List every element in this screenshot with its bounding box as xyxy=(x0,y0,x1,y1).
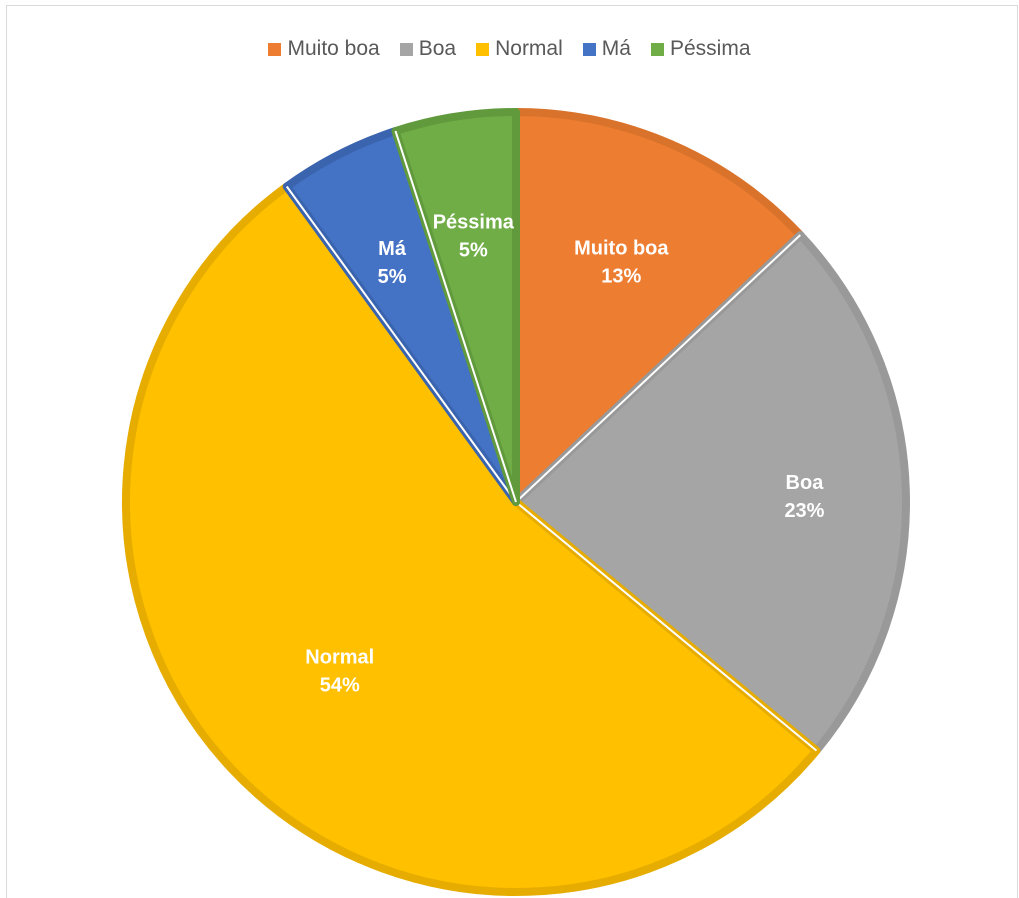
data-label-category-normal: Normal xyxy=(305,647,374,669)
data-label-value-ma: 5% xyxy=(378,266,407,288)
legend-item-boa: Boa xyxy=(399,37,457,61)
legend-swatch-muito-boa xyxy=(268,42,282,56)
legend-item-pessima: Péssima xyxy=(650,37,751,61)
pie-slice-boa[interactable] xyxy=(512,231,910,755)
pie-slice-muito-boa[interactable] xyxy=(512,108,805,506)
pie-slices xyxy=(122,108,910,896)
pie-data-labels: Muito boa 13% Boa 23% Normal 54% Má 5% Péssima 5% xyxy=(305,211,824,696)
slice-separator-normal xyxy=(515,501,818,752)
legend-label-boa: Boa xyxy=(418,37,457,60)
legend-item-muito-boa: Muito boa xyxy=(268,37,380,61)
data-label-value-pessima: 5% xyxy=(459,239,488,261)
data-label-category-muito-boa: Muito boa xyxy=(574,238,669,260)
legend-swatch-normal xyxy=(476,42,490,56)
chart-border xyxy=(6,5,1018,898)
pie-slice-pessima[interactable] xyxy=(391,108,520,506)
legend: Muito boa Boa Normal Má Péssima xyxy=(0,34,1019,64)
data-label-category-pessima: Péssima xyxy=(433,211,515,233)
data-label-value-muito-boa: 13% xyxy=(601,266,641,288)
legend-label-ma: Má xyxy=(601,37,631,60)
data-label-category-boa: Boa xyxy=(786,472,825,494)
legend-label-normal: Normal xyxy=(495,37,563,60)
legend-swatch-boa xyxy=(399,42,413,56)
data-label-value-boa: 23% xyxy=(784,500,824,522)
slice-separator-ma xyxy=(285,185,517,503)
legend-label-pessima: Péssima xyxy=(669,37,751,60)
pie-slice-normal[interactable] xyxy=(122,182,821,896)
legend-swatch-ma xyxy=(582,42,596,56)
legend-item-ma: Má xyxy=(582,37,631,61)
slice-separator-pessima xyxy=(394,130,517,503)
legend-label-muito-boa: Muito boa xyxy=(287,37,380,60)
slice-separator-boa xyxy=(515,234,801,503)
data-label-value-normal: 54% xyxy=(320,675,360,697)
data-label-category-ma: Má xyxy=(378,238,407,260)
legend-item-normal: Normal xyxy=(476,37,563,61)
legend-swatch-pessima xyxy=(650,42,664,56)
